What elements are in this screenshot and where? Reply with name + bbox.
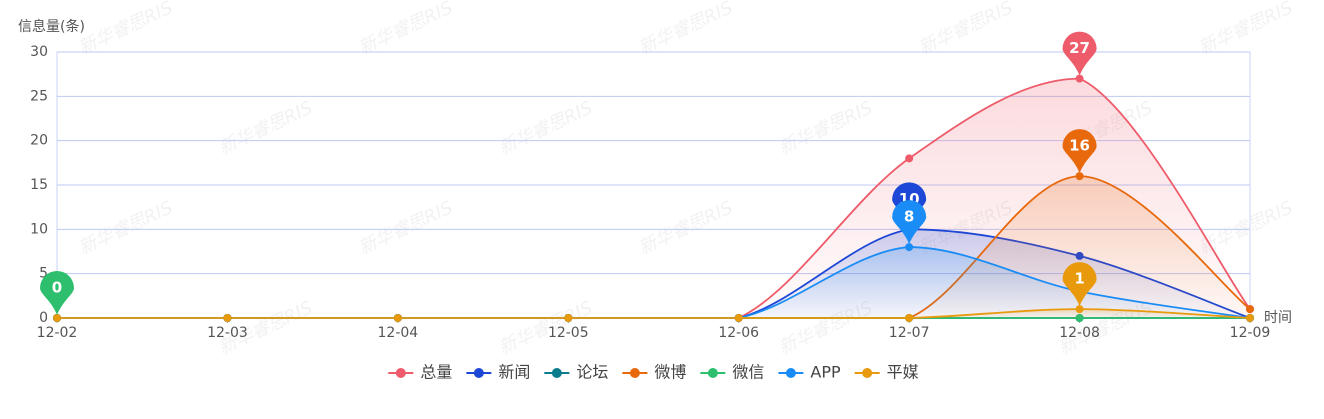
y-tick-label: 10 bbox=[30, 221, 48, 237]
max-pin-label: 1 bbox=[1074, 270, 1084, 288]
legend-text: APP bbox=[810, 363, 841, 382]
y-tick-label: 0 bbox=[39, 310, 48, 326]
y-tick-label: 30 bbox=[30, 44, 48, 60]
legend-item: APP bbox=[778, 363, 841, 382]
data-point bbox=[1246, 314, 1254, 322]
series-line bbox=[57, 308, 1251, 319]
watermark: 新华睿思RIS bbox=[75, 197, 176, 259]
max-pin-label: 8 bbox=[904, 208, 914, 226]
watermark: 新华睿思RIS bbox=[215, 97, 316, 159]
legend-item: 新闻 bbox=[466, 363, 530, 382]
data-point bbox=[905, 154, 914, 163]
series-area bbox=[57, 309, 1250, 318]
legend-dot bbox=[473, 368, 484, 378]
max-pin bbox=[1062, 262, 1097, 307]
max-pin-label: 0 bbox=[52, 279, 62, 297]
max-pin bbox=[892, 200, 927, 245]
data-point bbox=[905, 314, 914, 322]
legend-dot bbox=[395, 368, 406, 378]
data-point bbox=[393, 314, 402, 322]
data-point bbox=[53, 314, 61, 322]
y-tick-label: 20 bbox=[30, 133, 48, 149]
legend-text: 平媒 bbox=[887, 363, 919, 382]
legend-dot bbox=[551, 368, 562, 378]
legend-item: 总量 bbox=[388, 363, 452, 382]
y-tick-label: 15 bbox=[30, 177, 48, 193]
data-point bbox=[564, 314, 573, 322]
legend-text: 微博 bbox=[654, 363, 686, 382]
data-point bbox=[905, 243, 914, 252]
legend-dot bbox=[629, 368, 640, 378]
x-axis-label: 时间 bbox=[1264, 310, 1292, 326]
max-pin bbox=[40, 270, 74, 315]
watermark: 新华睿思RIS bbox=[355, 0, 456, 59]
watermark: 新华睿思RIS bbox=[635, 197, 736, 259]
data-point bbox=[1075, 172, 1084, 181]
watermark: 新华睿思RIS bbox=[915, 0, 1016, 59]
y-tick-label: 25 bbox=[30, 88, 48, 104]
x-tick-label: 12-02 bbox=[37, 325, 78, 341]
data-point bbox=[1075, 74, 1084, 83]
x-tick-label: 12-06 bbox=[718, 325, 759, 341]
legend-dot bbox=[862, 368, 873, 378]
watermark: 新华睿思RIS bbox=[635, 0, 736, 59]
x-tick-label: 12-07 bbox=[889, 325, 930, 341]
max-pin bbox=[1062, 31, 1097, 76]
legend-item: 微信 bbox=[700, 363, 764, 382]
x-tick-label: 12-03 bbox=[207, 325, 248, 341]
legend-text: 微信 bbox=[732, 363, 764, 382]
legend-dot bbox=[785, 368, 796, 378]
data-point bbox=[223, 314, 232, 322]
legend: 总量 新闻 论坛 微博 微信 APP 平媒 bbox=[388, 363, 919, 382]
legend-text: 总量 bbox=[420, 363, 452, 382]
x-tick-label: 12-09 bbox=[1230, 325, 1271, 341]
y-tick-label: 5 bbox=[39, 266, 48, 282]
max-pin bbox=[1062, 129, 1097, 174]
legend-item: 论坛 bbox=[544, 363, 608, 382]
watermark: 新华睿思RIS bbox=[75, 0, 176, 59]
x-tick-label: 12-05 bbox=[548, 325, 589, 341]
watermark: 新华睿思RIS bbox=[355, 197, 456, 259]
legend-item: 平媒 bbox=[854, 363, 919, 382]
watermark: 新华睿思RIS bbox=[775, 97, 876, 159]
legend-item: 微博 bbox=[622, 363, 686, 382]
watermark: 新华睿思RIS bbox=[495, 97, 596, 159]
max-pin-label: 16 bbox=[1069, 137, 1090, 155]
watermark: 新华睿思RIS bbox=[1195, 0, 1296, 59]
y-axis-label: 信息量(条) bbox=[18, 18, 85, 35]
max-pin-label: 27 bbox=[1069, 39, 1090, 57]
legend-text: 新闻 bbox=[498, 363, 530, 382]
legend-dot bbox=[707, 368, 718, 378]
data-point bbox=[734, 314, 743, 322]
data-point bbox=[1246, 305, 1254, 314]
x-tick-label: 12-08 bbox=[1059, 325, 1100, 341]
data-point bbox=[1075, 305, 1084, 314]
legend-text: 论坛 bbox=[576, 363, 608, 382]
series-area bbox=[57, 247, 1250, 318]
x-tick-label: 12-04 bbox=[378, 325, 419, 341]
